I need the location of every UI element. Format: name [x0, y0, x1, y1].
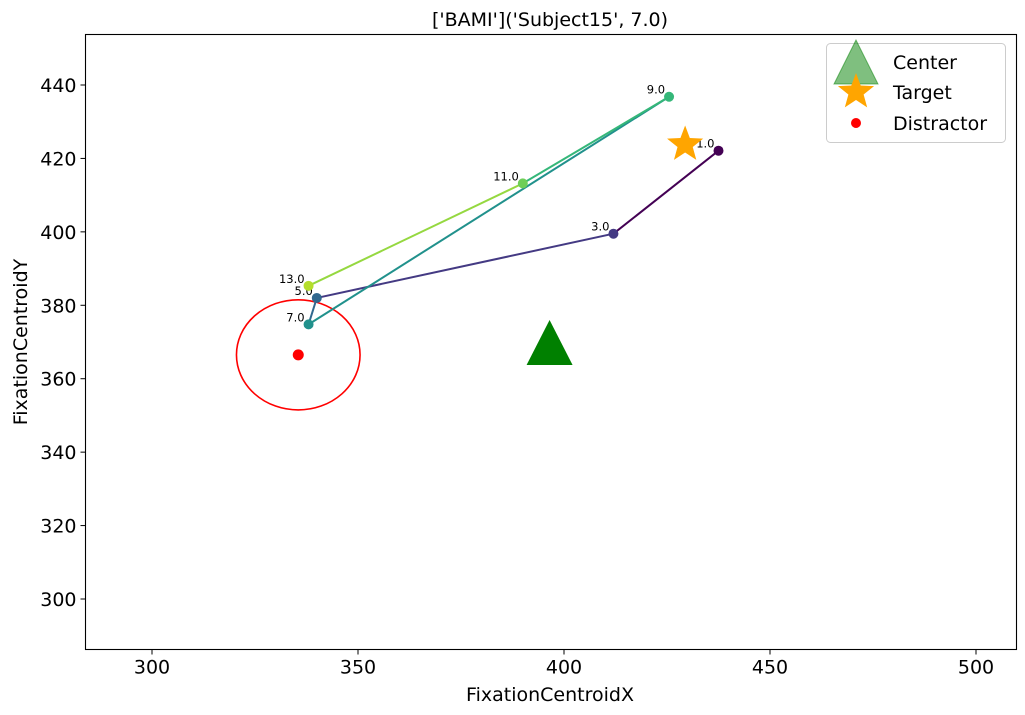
scanpath-segment [308, 95, 670, 326]
fixation-point [664, 91, 675, 102]
x-tick-label: 300 [134, 657, 170, 679]
scanpath-segment [522, 95, 670, 185]
x-tick-label: 500 [958, 657, 994, 679]
y-tick-label: 300 [40, 589, 76, 611]
y-axis-title: FixationCentroidY [10, 258, 32, 425]
y-tick-label: 320 [40, 516, 76, 538]
fixation-label: 7.0 [286, 310, 304, 324]
legend-box [826, 43, 1006, 143]
fixation-point [303, 280, 314, 291]
fixation-point [713, 145, 724, 156]
chart-title: ['BAMI']('Subject15', 7.0) [432, 9, 668, 31]
fixation-point [608, 228, 619, 239]
legend-label: Center [893, 52, 957, 74]
y-tick-label: 360 [40, 369, 76, 391]
fixation-label: 13.0 [279, 272, 305, 286]
fixation-point [311, 292, 322, 303]
legend-distractor-marker [851, 118, 861, 128]
legend-label: Distractor [893, 113, 987, 135]
plot-area-frame [84, 33, 1018, 651]
chart-marks: 1.03.05.07.09.011.013.0 [235, 83, 724, 411]
center-marker [526, 320, 573, 366]
scanpath-segment [308, 182, 524, 287]
x-tick-label: 450 [752, 657, 788, 679]
target-marker [667, 125, 704, 160]
fixation-label: 9.0 [647, 83, 665, 97]
x-tick-label: 400 [546, 657, 582, 679]
x-axis-title: FixationCentroidX [466, 684, 634, 706]
legend-label: Target [892, 82, 952, 104]
fixation-point [303, 319, 314, 330]
scanpath-segment [316, 232, 614, 299]
x-tick-label: 350 [340, 657, 376, 679]
legend: Center Target Distractor [826, 38, 1006, 143]
y-tick-label: 400 [40, 222, 76, 244]
y-tick-label: 380 [40, 295, 76, 317]
y-tick-label: 340 [40, 442, 76, 464]
fixation-label: 3.0 [591, 220, 609, 234]
distractor-point [292, 349, 304, 361]
fixation-label: 11.0 [493, 169, 519, 183]
y-axis: 300 320 340 360 380 400 420 440 [40, 75, 86, 611]
scanpath-segment [612, 149, 720, 235]
distractor-circle [235, 298, 361, 411]
x-axis: 300 350 400 450 500 [134, 649, 994, 679]
legend-target-marker [837, 73, 875, 108]
y-tick-label: 420 [40, 148, 76, 170]
fixation-point [517, 178, 528, 189]
y-tick-label: 440 [40, 75, 76, 97]
